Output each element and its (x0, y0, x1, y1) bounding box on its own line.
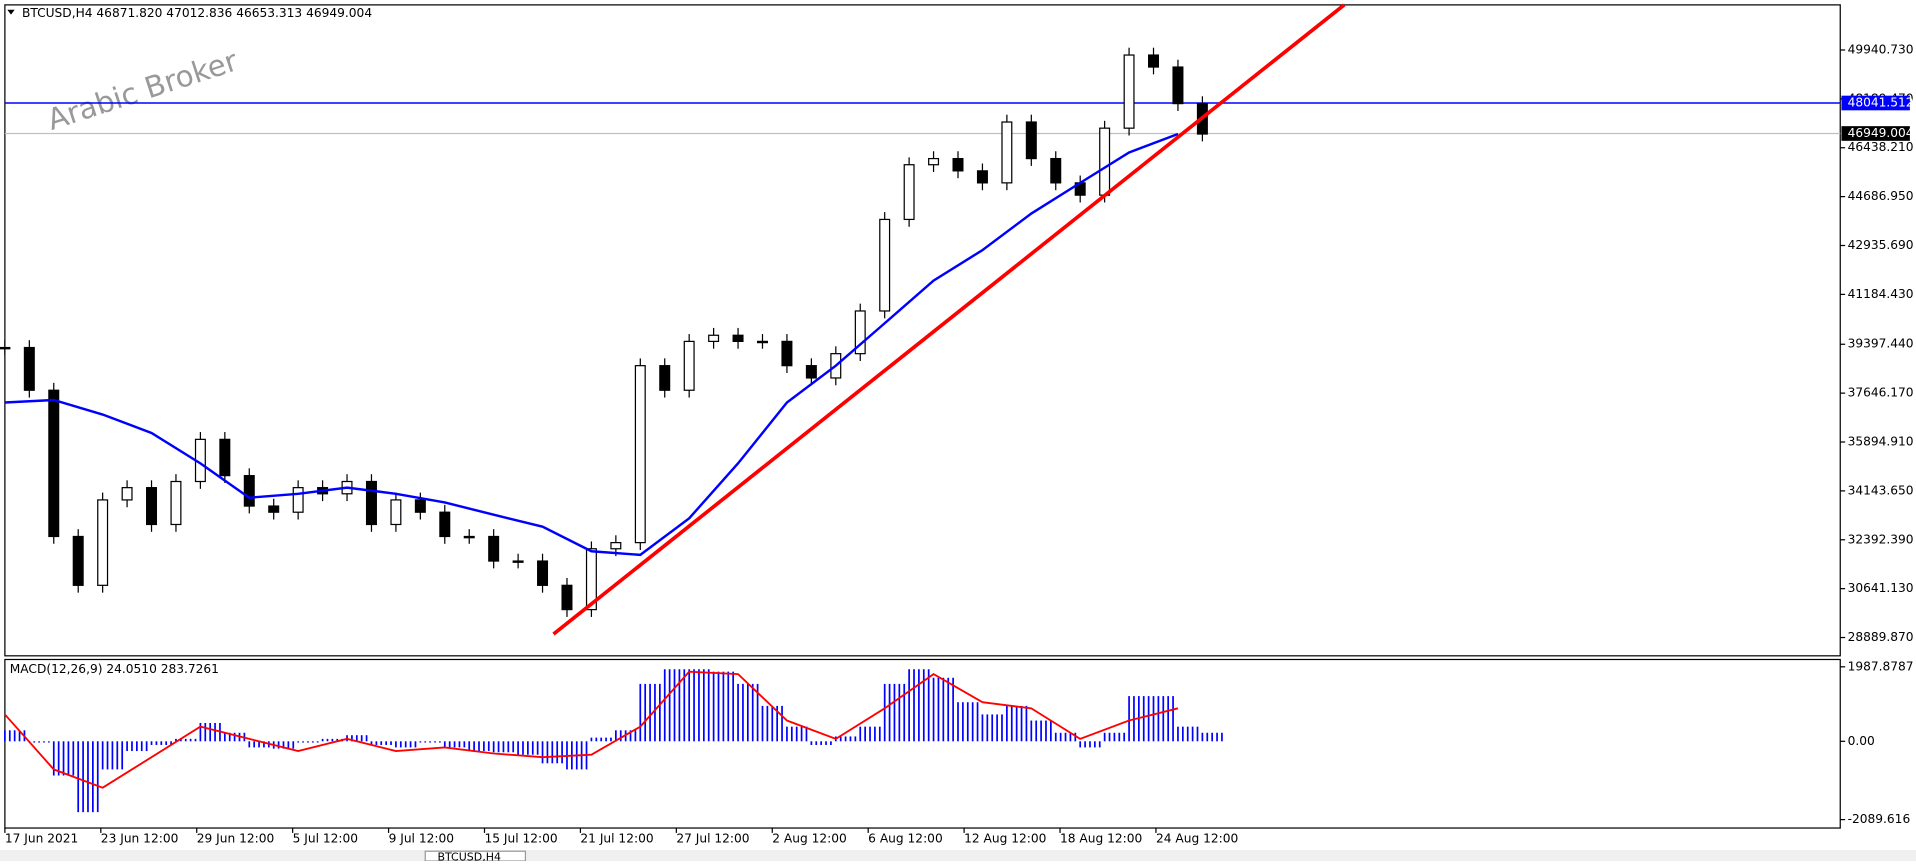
candle (1148, 54, 1160, 68)
trendline (552, 3, 1346, 636)
moving-average (4, 132, 1179, 557)
x-tick-label: 29 Jun 12:00 (197, 832, 275, 846)
candle (1001, 121, 1013, 184)
x-tick-label: 6 Aug 12:00 (868, 832, 943, 846)
y-tick-label: 39397.440 (1848, 337, 1914, 351)
candle (243, 475, 255, 507)
candle (439, 511, 451, 538)
y-tick-label: 35894.910 (1848, 435, 1914, 449)
candle (879, 218, 891, 312)
candle (928, 157, 940, 166)
x-tick-label: 21 Jul 12:00 (580, 832, 653, 846)
x-tick-label: 15 Jul 12:00 (484, 832, 557, 846)
x-tick-label: 18 Aug 12:00 (1060, 832, 1142, 846)
y-tick-label: 34143.650 (1848, 483, 1914, 497)
x-tick-label: 12 Aug 12:00 (964, 832, 1046, 846)
candle (170, 480, 182, 526)
candle (0, 346, 11, 350)
y-tick-label: 44686.950 (1848, 189, 1914, 203)
candle (756, 340, 768, 344)
candle (488, 535, 500, 562)
candle (48, 389, 60, 538)
macd-signal (4, 670, 1179, 789)
x-tick-label: 23 Jun 12:00 (101, 832, 179, 846)
price-box (1841, 126, 1910, 141)
y-tick-label: 37646.170 (1848, 386, 1914, 400)
candle (585, 548, 597, 611)
candle (976, 170, 988, 184)
x-tick-label: 2 Aug 12:00 (772, 832, 847, 846)
macd-y-tick-label: -2089.616 (1848, 812, 1911, 826)
candle (610, 542, 622, 550)
x-tick-label: 17 Jun 2021 (5, 832, 78, 846)
candle (732, 334, 744, 343)
candle (72, 535, 84, 586)
x-tick-label: 9 Jul 12:00 (389, 832, 454, 846)
candle (903, 164, 915, 221)
candle (463, 535, 475, 539)
candle (512, 560, 524, 563)
candle (390, 499, 402, 526)
candle (414, 499, 426, 513)
macd-panel (4, 658, 1841, 829)
macd-title: MACD(12,26,9) 24.0510 283.7261 (10, 662, 219, 676)
candle (781, 340, 793, 367)
candle (1050, 157, 1062, 184)
candle (365, 480, 377, 526)
x-tick-label: 5 Jul 12:00 (293, 832, 358, 846)
candle (537, 560, 549, 586)
tab-bar (0, 850, 1916, 861)
macd-y-tick-label: 1987.8787 (1848, 659, 1914, 673)
y-tick-label: 32392.390 (1848, 532, 1914, 546)
x-tick-label: 27 Jul 12:00 (676, 832, 749, 846)
hline-box (1841, 95, 1910, 111)
price-label: 46949.004 (1848, 126, 1914, 140)
candle (1025, 121, 1037, 160)
macd-y-tick-label: 0.00 (1848, 734, 1875, 748)
y-tick-label: 46438.210 (1848, 140, 1914, 154)
y-tick-label: 28889.870 (1848, 630, 1914, 644)
header: BTCUSD,H4 46871.820 47012.836 46653.313 … (22, 6, 372, 20)
candle (121, 487, 133, 501)
candle (292, 487, 304, 513)
x-tick-label: 24 Aug 12:00 (1156, 832, 1238, 846)
candle (1172, 66, 1184, 105)
header-arrow (7, 9, 15, 15)
candle (23, 346, 35, 391)
candle (146, 487, 158, 526)
candle (219, 438, 231, 477)
hline-label: 48041.512 (1848, 96, 1914, 110)
candle (561, 584, 573, 611)
candle (1099, 127, 1111, 196)
candle (708, 334, 720, 343)
candle (683, 340, 695, 391)
candle (634, 365, 646, 544)
candle (1123, 54, 1135, 129)
candle (268, 505, 280, 513)
tab-label[interactable]: BTCUSD,H4 (437, 850, 501, 863)
y-tick-label: 42935.690 (1848, 238, 1914, 252)
main-panel (4, 4, 1841, 657)
candle (97, 499, 109, 586)
y-tick-label: 41184.430 (1848, 287, 1914, 301)
y-tick-label: 30641.130 (1848, 581, 1914, 595)
candle (952, 157, 964, 172)
y-tick-label: 49940.730 (1848, 42, 1914, 56)
candle (854, 310, 866, 355)
candle (659, 365, 671, 391)
candle (805, 365, 817, 379)
plot: 49940.73048189.47046438.21044686.9504293… (0, 3, 1914, 846)
